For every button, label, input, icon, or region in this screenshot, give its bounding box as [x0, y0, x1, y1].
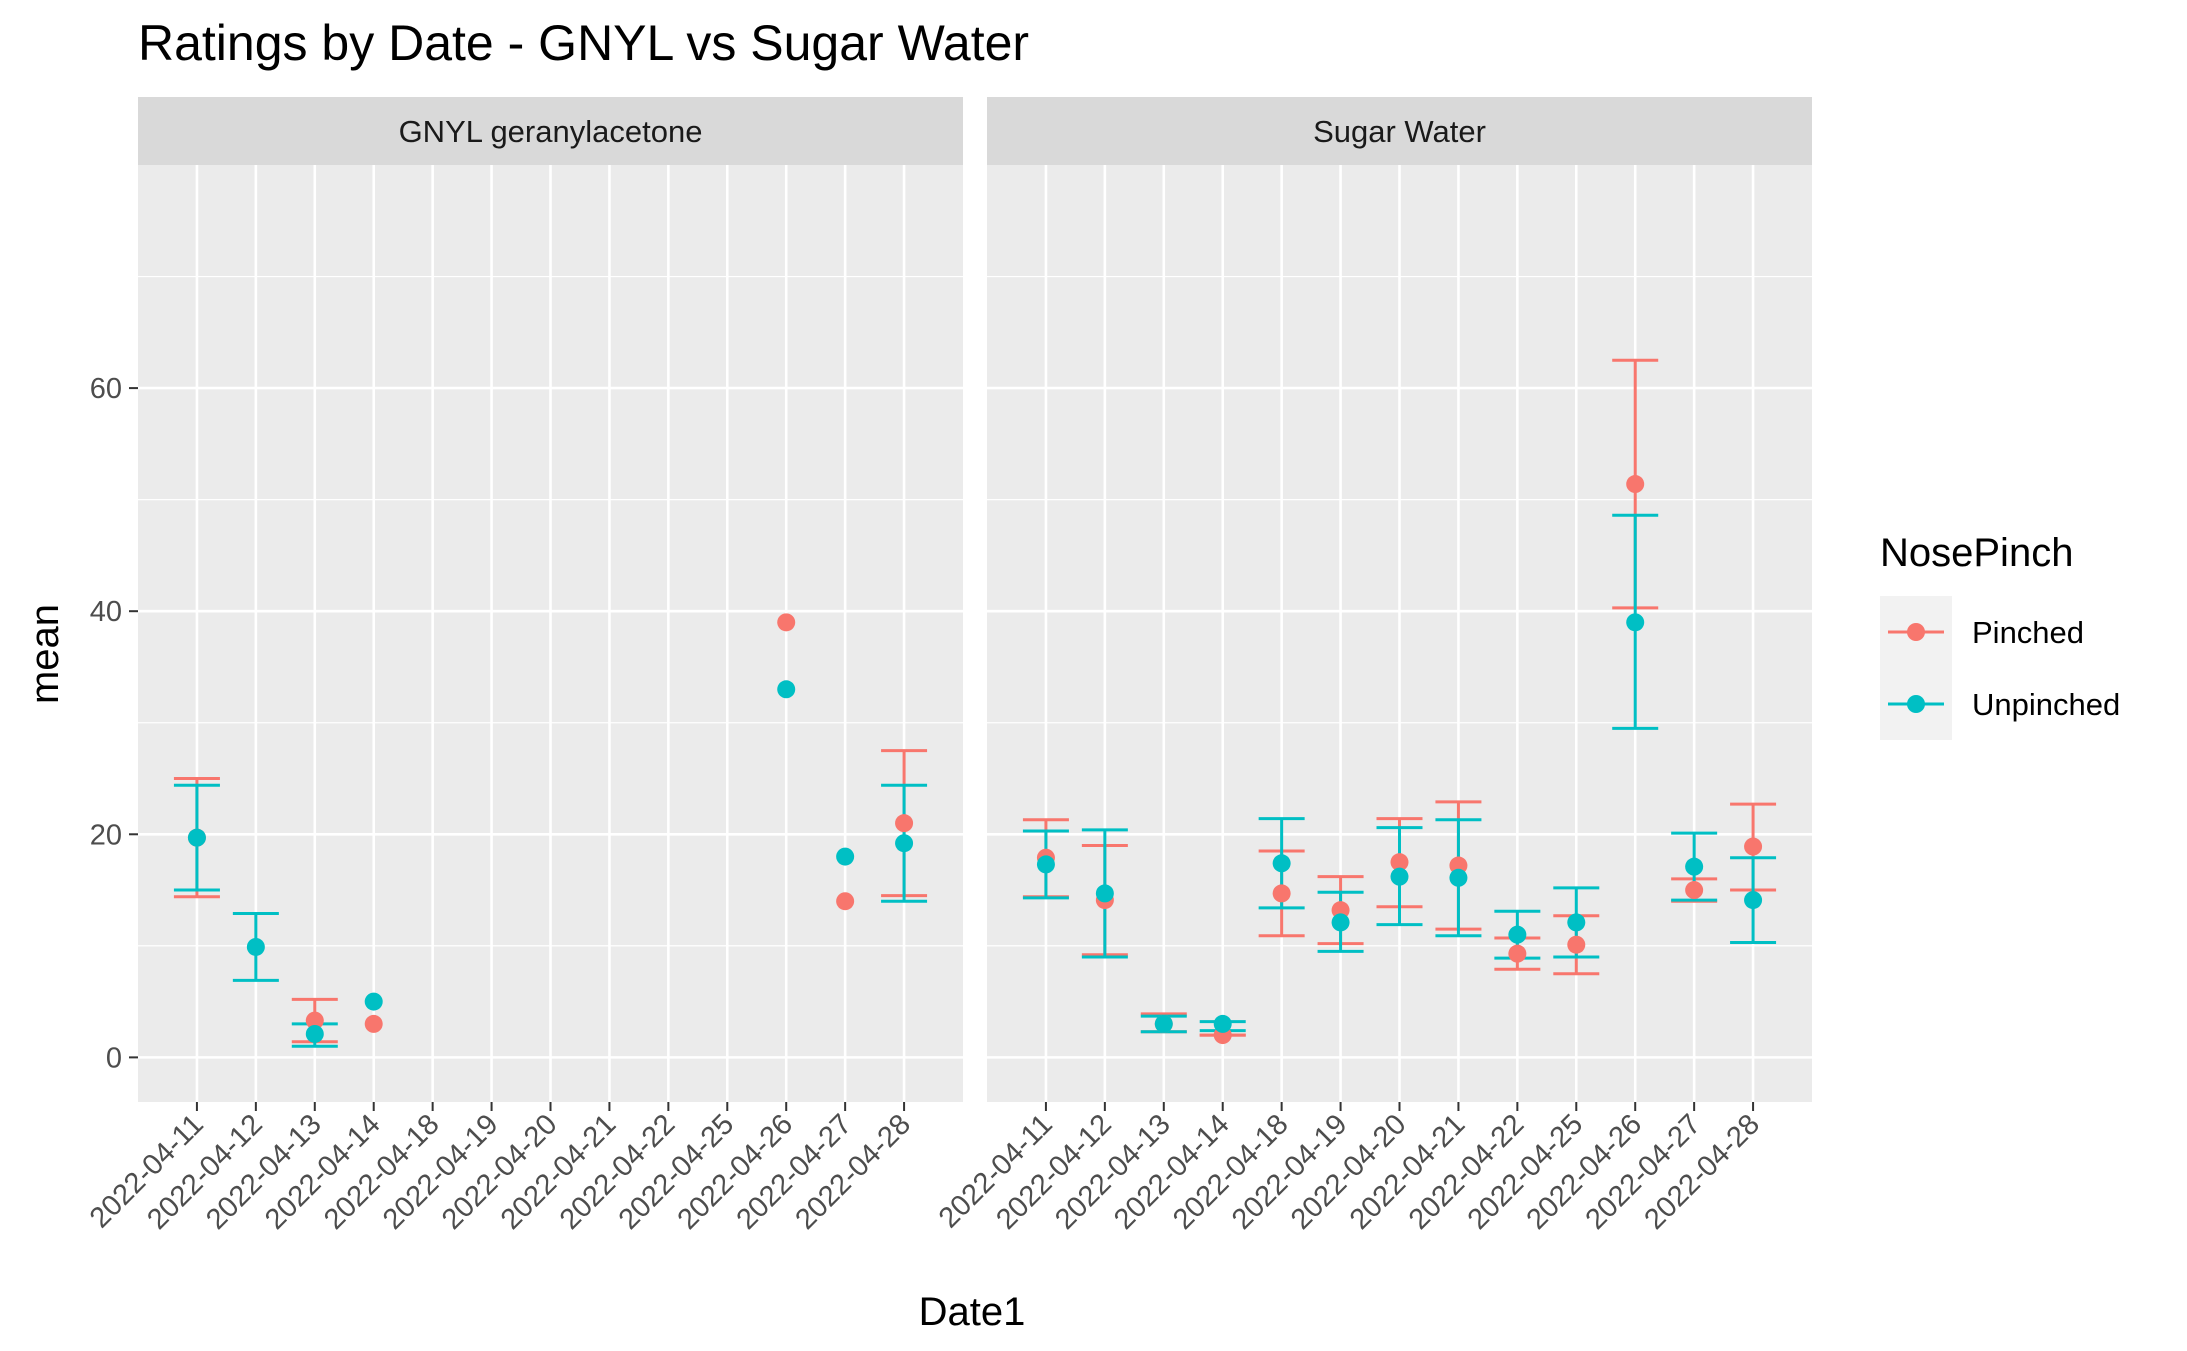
data-point-unpinched [1449, 868, 1468, 887]
data-point-unpinched [246, 937, 265, 956]
data-point-unpinched [1508, 925, 1527, 944]
chart-title: Ratings by Date - GNYL vs Sugar Water [138, 15, 1029, 71]
data-point-pinched [895, 814, 914, 833]
data-point-unpinched [777, 680, 796, 699]
data-point-unpinched [1567, 913, 1586, 932]
facet-strip [987, 97, 1812, 165]
data-point-unpinched [364, 992, 383, 1011]
data-point-pinched [1390, 853, 1409, 872]
panels: GNYL geranylacetone2022-04-112022-04-122… [84, 97, 1812, 1236]
facet-strip [138, 97, 963, 165]
data-point-pinched [1685, 881, 1704, 900]
legend-title: NosePinch [1880, 531, 2073, 575]
data-point-unpinched [1154, 1014, 1173, 1033]
legend-label: Unpinched [1972, 687, 2120, 722]
facet-label: GNYL geranylacetone [399, 114, 703, 149]
data-point-unpinched [1626, 613, 1645, 632]
data-point-pinched [1508, 944, 1527, 963]
data-point-pinched [1567, 935, 1586, 954]
y-tick-label: 60 [90, 373, 122, 405]
data-point-unpinched [305, 1024, 324, 1043]
data-point-pinched [836, 892, 855, 911]
data-point-unpinched [1213, 1014, 1232, 1033]
data-point-unpinched [1036, 855, 1055, 874]
data-point-unpinched [836, 847, 855, 866]
data-point-unpinched [895, 834, 914, 853]
data-point-pinched [1626, 475, 1645, 494]
data-point-unpinched [1331, 913, 1350, 932]
legend-key-point [1907, 695, 1925, 713]
x-axis-title: Date1 [919, 1290, 1026, 1334]
y-tick-label: 0 [106, 1042, 122, 1074]
data-point-pinched [777, 613, 796, 632]
data-point-unpinched [1272, 854, 1291, 873]
data-point-unpinched [1095, 884, 1114, 903]
y-tick-label: 40 [90, 596, 122, 628]
data-point-pinched [305, 1011, 324, 1030]
data-point-pinched [1744, 837, 1763, 856]
data-point-unpinched [187, 828, 206, 847]
data-point-unpinched [1390, 867, 1409, 886]
data-point-unpinched [1685, 857, 1704, 876]
y-tick-label: 20 [90, 819, 122, 851]
data-point-pinched [364, 1014, 383, 1033]
legend: NosePinch Pinched Unpinched [1880, 531, 2120, 740]
facet-label: Sugar Water [1313, 114, 1486, 149]
data-point-unpinched [1744, 891, 1763, 910]
y-axis-title: mean [23, 604, 67, 704]
data-point-pinched [1272, 884, 1291, 903]
legend-label: Pinched [1972, 615, 2084, 650]
legend-key-point [1907, 623, 1925, 641]
